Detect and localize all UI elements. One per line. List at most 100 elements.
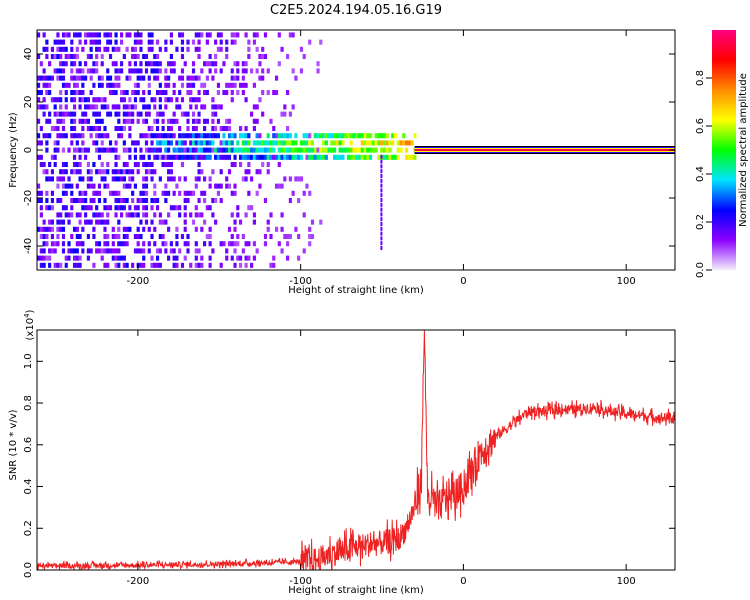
spectrogram-cell [258, 97, 262, 103]
spectrogram-cell [89, 205, 93, 211]
spectrogram-cell [288, 32, 292, 38]
spectrogram-cell [155, 140, 160, 146]
spectrogram-cell [84, 118, 88, 124]
spectrogram-cell [81, 90, 85, 96]
spectrogram-streak [380, 246, 383, 250]
spectrogram-cell [197, 248, 201, 254]
spectrogram-cell [37, 183, 41, 189]
spectrogram-cell [319, 219, 323, 225]
colorbar: 0.00.20.40.60.8 Normalized spectral ampl… [695, 30, 749, 278]
spectrogram-cell [167, 30, 171, 31]
spectrogram-cell [92, 97, 96, 103]
spectrogram-cell [89, 39, 93, 45]
spectrogram-cell [139, 262, 143, 268]
spectrogram-cell [385, 140, 389, 146]
spectrogram-cell [327, 147, 331, 153]
spectrogram-cell [37, 90, 41, 96]
spectrogram-cell [197, 169, 201, 175]
spectrogram-cell [191, 82, 196, 88]
spectrogram-cell [286, 133, 290, 139]
spectrogram-cell [142, 255, 146, 261]
spectrogram-cell [211, 133, 215, 139]
spectrogram-cell [59, 54, 63, 60]
spectrogram-cell [194, 97, 198, 103]
spectrogram-cell [369, 133, 373, 139]
spectrogram-cell [59, 118, 63, 124]
spectrogram-cell [78, 154, 82, 160]
spectrogram-cell [61, 248, 66, 254]
spectrogram-cell [150, 169, 154, 175]
spectrogram-cell [175, 147, 179, 153]
spectrogram-cell [197, 198, 201, 204]
spectrogram-cell [216, 104, 221, 110]
spectrogram-cell [42, 104, 46, 110]
spectrogram-cell [72, 111, 77, 117]
spectrogram-cell [139, 133, 143, 139]
spectrogram-cell [252, 219, 256, 225]
spectrogram-cell [178, 154, 182, 160]
spectrogram-cell [205, 75, 209, 81]
spectrogram-cell [142, 198, 146, 204]
spectrogram-cell [180, 32, 185, 38]
spectrogram-cell [205, 133, 209, 139]
spectrogram-cell [167, 75, 171, 81]
spectrogram-cell [283, 133, 287, 139]
spectrogram-cell [61, 82, 66, 88]
spectrogram-cell [241, 61, 245, 67]
spectrogram-cell [48, 226, 52, 232]
spectrogram-cell [153, 262, 157, 268]
spectrogram-cell [139, 30, 143, 31]
spectrogram-cell [341, 154, 345, 160]
spectrogram-cell [233, 183, 237, 189]
spectrogram-cell [56, 68, 60, 74]
spectrogram-cell [39, 154, 43, 160]
spectrogram-cell [61, 147, 66, 153]
spectrogram-cell [117, 104, 121, 110]
spectrogram-cell [158, 46, 162, 52]
spectrogram-cell [183, 147, 187, 153]
spectrogram-cell [333, 147, 337, 153]
spectrogram-cell [70, 75, 74, 81]
spectrogram-cell [144, 61, 149, 67]
spectrogram-cell [214, 154, 218, 160]
spectrogram-cell [39, 162, 43, 168]
spectrogram-cell [205, 30, 209, 31]
spectrogram-cell [155, 90, 160, 96]
spectrogram-cell [111, 226, 115, 232]
spectrogram-cell [291, 104, 295, 110]
spectrogram-cell [255, 169, 259, 175]
spectrogram-cell [142, 104, 146, 110]
spectrogram-cell [247, 190, 251, 196]
spectrogram-cell [261, 54, 265, 60]
spectrogram-cell [120, 126, 124, 132]
spectrogram-cell [189, 190, 193, 196]
spectrogram-cell [142, 54, 146, 60]
spectrogram-cell [167, 190, 171, 196]
spectrogram-cell [269, 140, 273, 146]
spectrogram-cell [211, 212, 215, 218]
spectrogram-cell [338, 147, 342, 153]
spectrogram-cell [191, 190, 196, 196]
spectrogram-cell [67, 32, 71, 38]
spectrogram-cell [56, 39, 60, 45]
spectrogram-cell [48, 61, 52, 67]
spectrogram-cell [191, 111, 196, 117]
spectrogram-cell [377, 140, 381, 146]
spectrogram-cell [37, 54, 41, 60]
spectrogram-cell [133, 61, 138, 67]
spectrogram-cell [211, 169, 215, 175]
spectrogram-y-tick-label: -40 [23, 238, 34, 254]
spectrogram-cell [56, 97, 60, 103]
spectrogram-cell [81, 198, 85, 204]
spectrogram-cell [111, 190, 115, 196]
spectrogram-cell [50, 190, 55, 196]
spectrogram-cell [97, 46, 102, 52]
spectrogram-cell [189, 75, 193, 81]
spectrogram-cell [197, 75, 201, 81]
spectrogram-cell [180, 133, 185, 139]
spectrogram-cell [214, 219, 218, 225]
spectrogram-cell [89, 126, 93, 132]
spectrogram-cell [114, 140, 118, 146]
snr-multiplier-exp: 4 [23, 313, 31, 318]
spectrogram-cell [139, 234, 143, 240]
